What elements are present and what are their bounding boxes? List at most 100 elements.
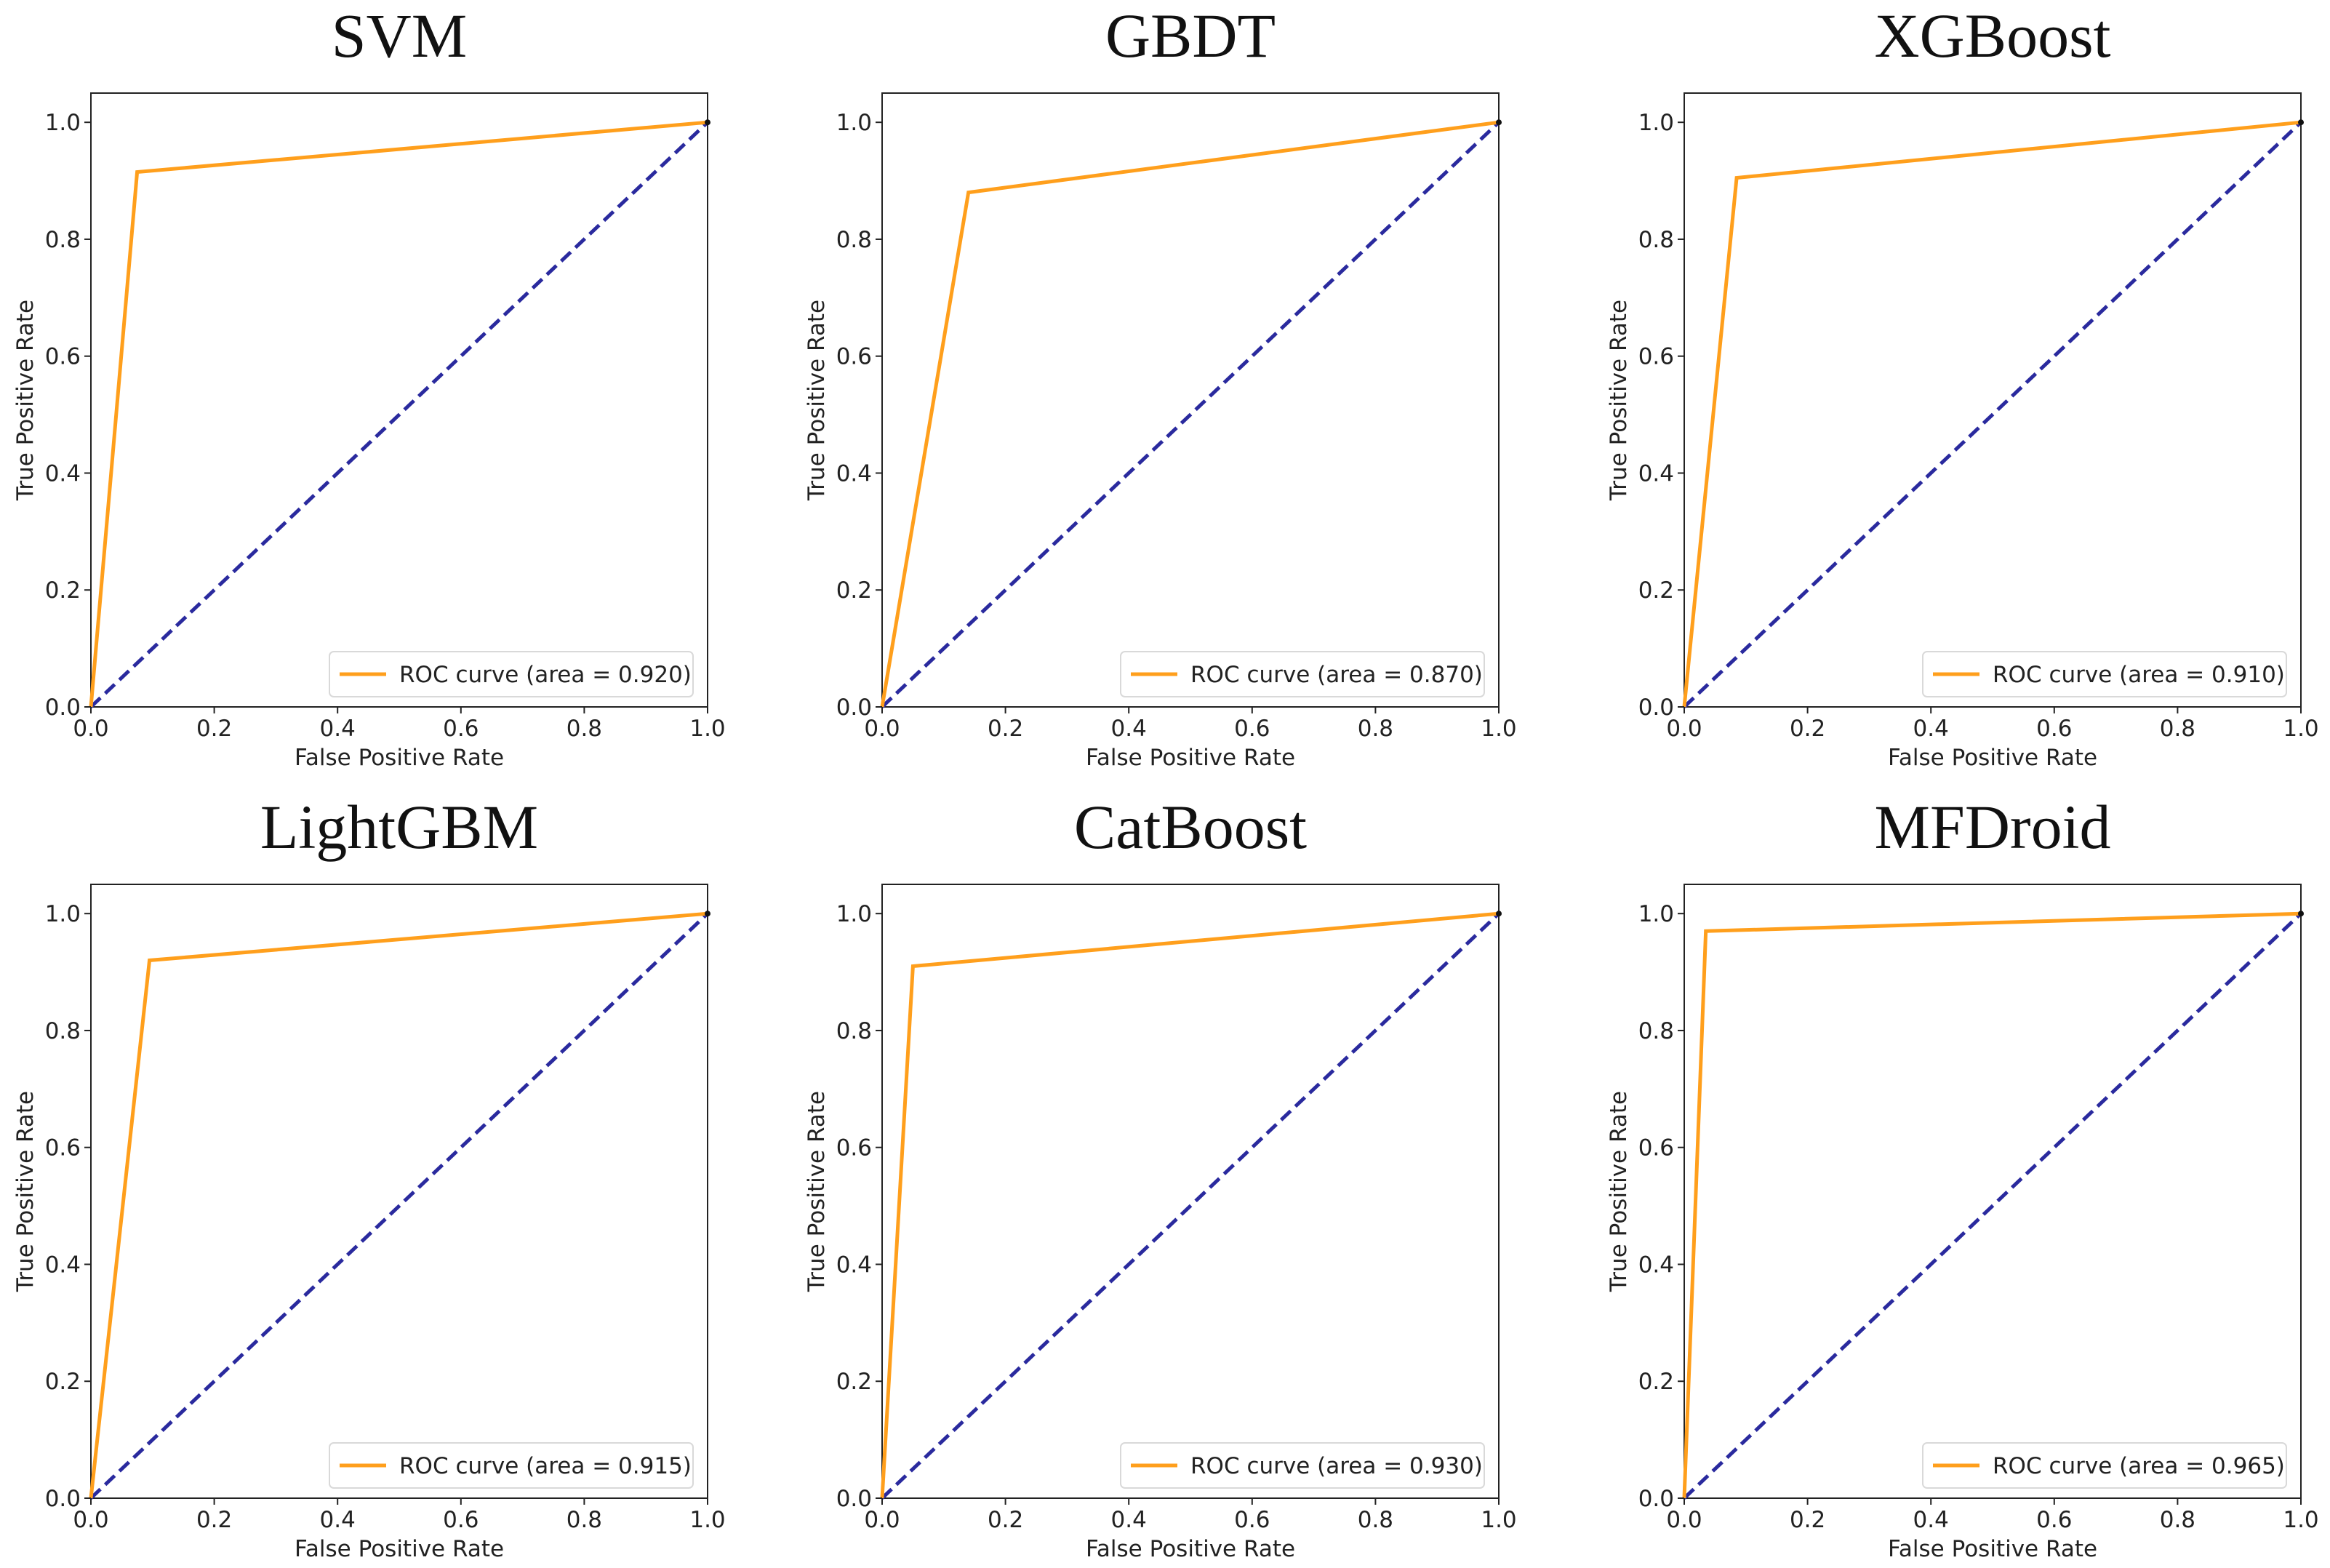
x-tick-label: 0.2: [1790, 1507, 1825, 1533]
curve-endpoint-marker: [1496, 119, 1502, 126]
y-tick-label: 1.0: [1638, 901, 1674, 927]
y-tick-label: 0.8: [1638, 1018, 1674, 1044]
y-tick-label: 0.4: [1638, 460, 1674, 487]
chart-title: SVM: [332, 1, 467, 71]
chance-diagonal-line: [1683, 912, 2302, 1500]
y-tick-label: 1.0: [45, 110, 81, 136]
y-tick-label: 0.6: [45, 1135, 81, 1161]
curve-endpoint-marker: [2298, 911, 2304, 917]
x-tick-label: 0.0: [1666, 716, 1702, 742]
y-tick-label: 0.8: [836, 1018, 872, 1044]
y-tick-label: 0.6: [45, 344, 81, 370]
y-tick-label: 1.0: [836, 901, 872, 927]
y-tick-label: 1.0: [45, 901, 81, 927]
y-axis-label: True Positive Rate: [12, 1091, 39, 1292]
chart-title: LightGBM: [260, 792, 538, 862]
y-axis-label: True Positive Rate: [804, 300, 830, 501]
chance-diagonal-line: [881, 121, 1500, 708]
x-tick-label: 1.0: [2283, 716, 2318, 742]
y-tick-label: 0.6: [1638, 1135, 1674, 1161]
y-tick-label: 0.4: [1638, 1252, 1674, 1278]
legend-box: [1120, 1442, 1485, 1489]
x-tick-label: 0.0: [1666, 1507, 1702, 1533]
chart-title: MFDroid: [1875, 792, 2111, 862]
x-tick-label: 0.4: [1913, 716, 1949, 742]
x-tick-label: 0.6: [2036, 716, 2072, 742]
axes-frame: [1684, 92, 2302, 708]
x-tick-label: 0.6: [443, 716, 479, 742]
x-axis-label: False Positive Rate: [295, 745, 504, 771]
y-tick-label: 0.4: [836, 460, 872, 487]
curve-endpoint-marker: [2298, 119, 2304, 126]
y-tick-label: 0.8: [836, 227, 872, 253]
x-axis-label: False Positive Rate: [1086, 1536, 1295, 1562]
x-tick-label: 0.4: [1111, 716, 1147, 742]
chance-diagonal-line: [89, 121, 709, 708]
y-tick-label: 1.0: [1638, 110, 1674, 136]
x-tick-label: 0.4: [320, 716, 356, 742]
y-tick-label: 0.8: [1638, 227, 1674, 253]
x-tick-label: 0.4: [1111, 1507, 1147, 1533]
roc-chart-panel: XGBoost 0.0 0.2 0.4 0.6 0.8 1.0 0.0 0.2 0.4 0.6 0.8…: [1606, 1, 2319, 771]
x-axis-label: False Positive Rate: [1888, 745, 2097, 771]
axes-frame: [881, 92, 1500, 708]
chance-diagonal-line: [89, 912, 709, 1500]
y-tick-label: 0.6: [836, 344, 872, 370]
y-axis-label: True Positive Rate: [1606, 1091, 1632, 1292]
y-tick-label: 0.2: [1638, 577, 1674, 604]
curve-endpoint-marker: [705, 911, 710, 917]
x-tick-label: 0.8: [2160, 716, 2195, 742]
legend-label: ROC curve (area = 0.930): [1190, 1453, 1483, 1479]
x-axis-label: False Positive Rate: [1888, 1536, 2097, 1562]
y-axis-label: True Positive Rate: [804, 1091, 830, 1292]
roc-chart-panel: MFDroid 0.0 0.2 0.4 0.6 0.8 1.0 0.0 0.2 0.4 0.6 0.8…: [1606, 792, 2319, 1562]
roc-chart-panel: SVM 0.0 0.2 0.4 0.6 0.8 1.0 0.0 0.2 0.4 0.6 0.8 1.0 F…: [12, 1, 726, 771]
legend-label: ROC curve (area = 0.910): [1993, 662, 2285, 688]
axes-frame: [90, 884, 708, 1499]
x-tick-label: 1.0: [689, 716, 725, 742]
legend-label: ROC curve (area = 0.965): [1993, 1453, 2285, 1479]
legend-label: ROC curve (area = 0.920): [399, 662, 692, 688]
legend-box: [1922, 1442, 2287, 1489]
x-axis-label: False Positive Rate: [295, 1536, 504, 1562]
x-tick-label: 0.6: [1234, 1507, 1270, 1533]
x-tick-label: 0.4: [1913, 1507, 1949, 1533]
chart-title: XGBoost: [1875, 1, 2111, 71]
y-tick-label: 0.2: [45, 1369, 81, 1395]
y-tick-label: 0.4: [45, 1252, 81, 1278]
x-tick-label: 0.2: [1790, 716, 1825, 742]
y-tick-label: 0.2: [836, 1369, 872, 1395]
x-tick-label: 1.0: [689, 1507, 725, 1533]
x-tick-label: 0.8: [1358, 716, 1393, 742]
x-tick-label: 0.6: [2036, 1507, 2072, 1533]
y-tick-label: 0.0: [836, 1486, 872, 1512]
curve-endpoint-marker: [1496, 911, 1502, 917]
curve-endpoint-marker: [705, 119, 710, 126]
y-tick-label: 0.2: [1638, 1369, 1674, 1395]
x-tick-label: 0.2: [196, 716, 232, 742]
x-tick-label: 0.8: [567, 1507, 602, 1533]
x-tick-label: 0.0: [864, 716, 900, 742]
axes-frame: [90, 92, 708, 708]
x-tick-label: 0.2: [196, 1507, 232, 1533]
x-tick-label: 0.6: [1234, 716, 1270, 742]
chart-title: GBDT: [1105, 1, 1276, 71]
roc-chart-panel: CatBoost 0.0 0.2 0.4 0.6 0.8 1.0 0.0 0.2 0.4 0.6 0.…: [804, 792, 1517, 1562]
y-tick-label: 0.6: [1638, 344, 1674, 370]
x-tick-label: 0.0: [864, 1507, 900, 1533]
x-tick-label: 0.0: [73, 716, 108, 742]
legend-box: [329, 1442, 694, 1489]
roc-chart-panel: GBDT 0.0 0.2 0.4 0.6 0.8 1.0 0.0 0.2 0.4 0.6 0.8 1.0…: [804, 1, 1517, 771]
x-tick-label: 1.0: [1481, 1507, 1516, 1533]
x-tick-label: 0.8: [567, 716, 602, 742]
y-tick-label: 0.2: [45, 577, 81, 604]
x-tick-label: 0.8: [2160, 1507, 2195, 1533]
x-tick-label: 1.0: [1481, 716, 1516, 742]
legend-label: ROC curve (area = 0.870): [1190, 662, 1483, 688]
x-tick-label: 0.2: [988, 1507, 1023, 1533]
y-axis-label: True Positive Rate: [12, 300, 39, 501]
y-tick-label: 0.0: [45, 1486, 81, 1512]
chart-title: CatBoost: [1074, 792, 1307, 862]
y-tick-label: 0.0: [1638, 695, 1674, 721]
